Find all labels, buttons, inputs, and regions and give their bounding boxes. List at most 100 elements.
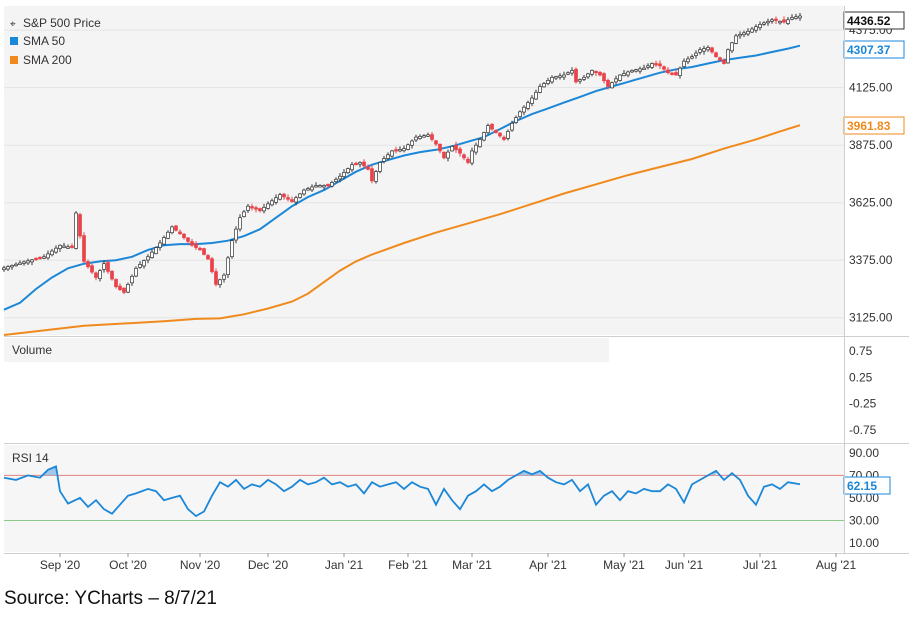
candle <box>358 161 362 168</box>
volume-tick-label: 0.75 <box>849 344 873 358</box>
candle <box>510 120 514 132</box>
candle <box>770 18 774 24</box>
candle <box>38 256 42 260</box>
candle <box>270 198 274 207</box>
source-caption: Source: YCharts – 8/7/21 <box>4 588 217 609</box>
candle <box>318 184 322 188</box>
legend-sma200-label: SMA 200 <box>23 53 72 67</box>
candle <box>634 68 638 73</box>
candle <box>122 287 126 295</box>
candle <box>566 71 570 76</box>
candle <box>654 60 658 67</box>
rsi-grid <box>4 474 844 521</box>
candle <box>650 62 654 69</box>
candle <box>218 278 222 288</box>
candle <box>426 132 430 137</box>
candle <box>190 238 194 247</box>
candle <box>642 64 646 70</box>
x-tick-label: Apr '21 <box>529 558 567 572</box>
candle <box>114 278 118 289</box>
candle <box>34 257 38 261</box>
candle <box>674 69 678 76</box>
x-tick-label: Dec '20 <box>248 558 289 572</box>
candle <box>718 56 722 62</box>
candle <box>98 269 102 282</box>
candle <box>266 201 270 210</box>
candle <box>66 244 70 249</box>
candle <box>406 143 410 151</box>
candle <box>722 58 726 65</box>
candle <box>562 71 566 81</box>
candle <box>454 141 458 153</box>
candle <box>782 16 786 24</box>
candle <box>246 203 250 213</box>
volume-panel: Volume 0.75 0.25 -0.25 -0.75 <box>4 338 877 437</box>
candle <box>554 75 558 81</box>
candle <box>614 75 618 85</box>
candle <box>790 14 794 21</box>
candle <box>698 47 702 55</box>
candle <box>22 260 26 266</box>
candle <box>198 246 202 251</box>
candle <box>546 77 550 86</box>
candle <box>594 70 598 77</box>
candle <box>738 31 742 39</box>
price-current-value: 4436.52 <box>847 14 891 28</box>
candle <box>466 156 470 165</box>
x-tick-label: Jun '21 <box>665 558 704 572</box>
candle <box>758 21 762 31</box>
candle <box>446 149 450 162</box>
candle <box>534 89 538 100</box>
candle <box>170 225 174 235</box>
candle <box>630 69 634 73</box>
candle <box>342 169 346 180</box>
candle <box>94 271 98 281</box>
candle <box>14 262 18 267</box>
candle <box>586 72 590 79</box>
candle <box>558 73 562 80</box>
candle <box>254 205 258 213</box>
candle <box>118 283 122 291</box>
candle <box>150 249 154 259</box>
sma50-line <box>3 44 801 311</box>
volume-tick-label: 0.25 <box>849 370 873 384</box>
candle <box>146 254 150 264</box>
price-legend[interactable]: ⌖ S&P 500 Price SMA 50 SMA 200 <box>10 16 101 67</box>
candle <box>290 196 294 203</box>
legend-sma50-swatch <box>10 37 18 45</box>
candle <box>702 45 706 55</box>
x-tick-label: Aug '21 <box>816 558 857 572</box>
candle <box>434 140 438 147</box>
x-tick-label: Jan '21 <box>325 558 364 572</box>
candle <box>162 235 166 245</box>
candle <box>514 115 518 124</box>
candle <box>70 243 74 249</box>
candle <box>694 50 698 59</box>
candlestick-series <box>2 12 802 295</box>
volume-tick-label: -0.75 <box>849 423 877 437</box>
candle <box>410 139 414 149</box>
candle <box>234 226 238 244</box>
candle <box>542 81 546 88</box>
candle <box>110 270 114 281</box>
candle <box>678 66 682 79</box>
chart-canvas: 4375.004125.003875.003625.003375.003125.… <box>2 6 909 572</box>
candle <box>178 229 182 235</box>
candle <box>82 232 86 263</box>
candle <box>330 180 334 188</box>
rsi-tick-label: 10.00 <box>849 536 879 550</box>
candle <box>570 67 574 76</box>
rsi-line <box>3 465 801 518</box>
candle <box>322 184 326 190</box>
candle <box>442 151 446 160</box>
candle <box>522 105 526 116</box>
candle <box>538 83 542 94</box>
candle <box>306 186 310 191</box>
candle <box>238 214 242 232</box>
candle <box>294 195 298 206</box>
candle <box>766 18 770 26</box>
candle <box>482 131 486 142</box>
candle <box>730 41 734 54</box>
x-tick-label: Sep '20 <box>40 558 81 572</box>
